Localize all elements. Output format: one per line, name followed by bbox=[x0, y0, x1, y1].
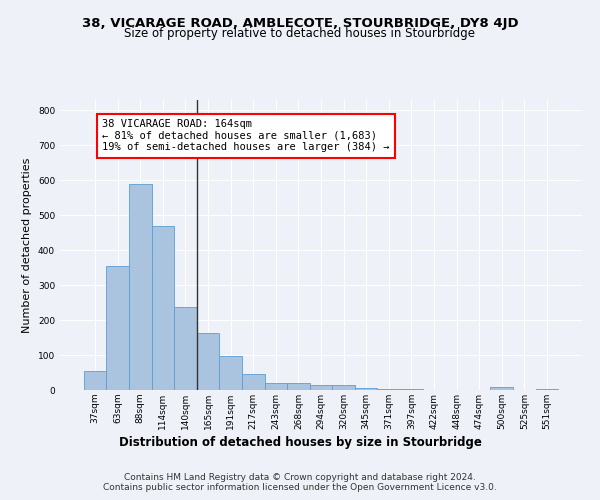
Bar bbox=[310, 385, 332, 390]
Text: Contains HM Land Registry data © Crown copyright and database right 2024.: Contains HM Land Registry data © Crown c… bbox=[124, 472, 476, 482]
Text: 38 VICARAGE ROAD: 164sqm
← 81% of detached houses are smaller (1,683)
19% of sem: 38 VICARAGE ROAD: 164sqm ← 81% of detach… bbox=[102, 119, 389, 152]
Bar bbox=[490, 387, 513, 390]
Bar bbox=[265, 383, 287, 390]
Bar bbox=[355, 388, 377, 390]
Text: Size of property relative to detached houses in Stourbridge: Size of property relative to detached ho… bbox=[125, 28, 476, 40]
Bar bbox=[106, 266, 129, 390]
Y-axis label: Number of detached properties: Number of detached properties bbox=[22, 158, 32, 332]
Text: Contains public sector information licensed under the Open Government Licence v3: Contains public sector information licen… bbox=[103, 482, 497, 492]
Bar bbox=[129, 184, 152, 390]
Bar bbox=[152, 226, 174, 390]
Bar bbox=[287, 384, 310, 390]
Bar bbox=[220, 356, 242, 390]
Bar bbox=[84, 371, 106, 390]
Bar bbox=[536, 389, 558, 390]
Bar bbox=[197, 333, 220, 390]
Bar bbox=[332, 386, 355, 390]
Bar bbox=[377, 388, 400, 390]
Bar bbox=[174, 307, 197, 390]
Bar bbox=[242, 374, 265, 390]
Text: Distribution of detached houses by size in Stourbridge: Distribution of detached houses by size … bbox=[119, 436, 481, 449]
Text: 38, VICARAGE ROAD, AMBLECOTE, STOURBRIDGE, DY8 4JD: 38, VICARAGE ROAD, AMBLECOTE, STOURBRIDG… bbox=[82, 18, 518, 30]
